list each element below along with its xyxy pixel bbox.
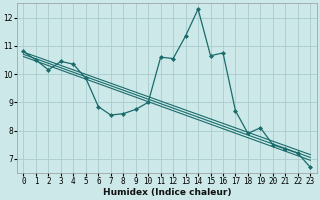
X-axis label: Humidex (Indice chaleur): Humidex (Indice chaleur) <box>103 188 231 197</box>
